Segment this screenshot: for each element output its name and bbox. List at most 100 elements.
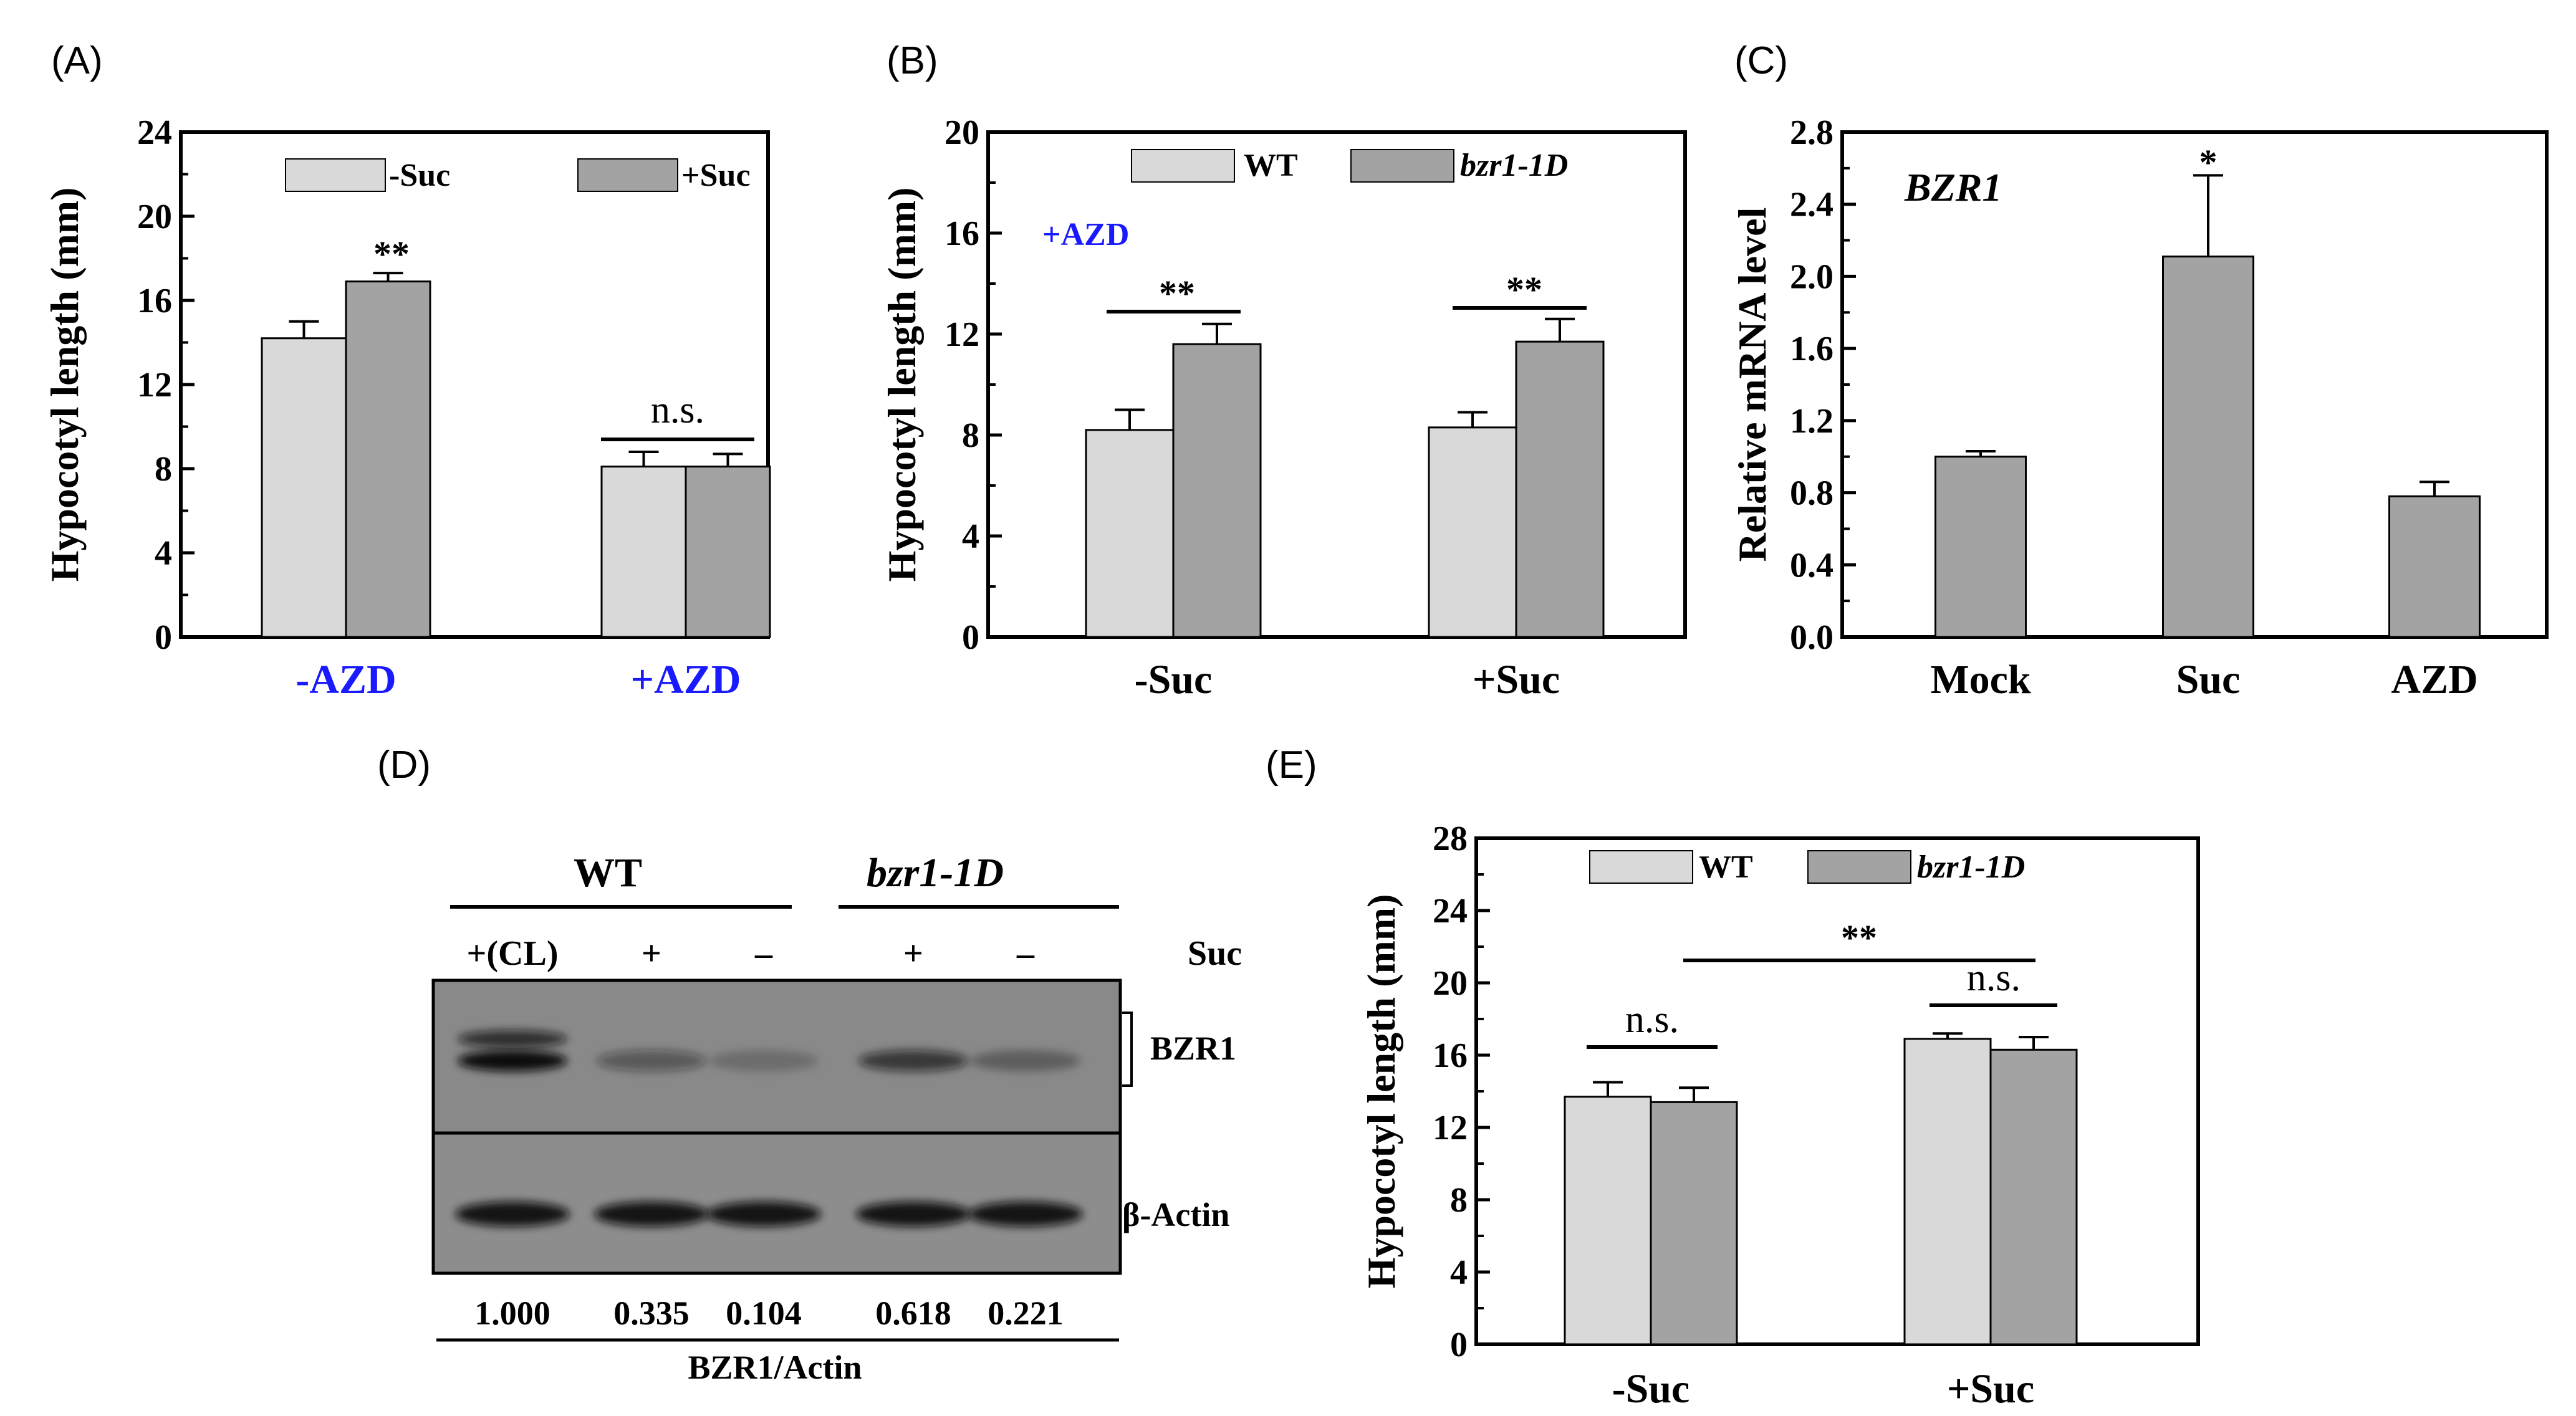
panel-e-ytick-label: 12 <box>1433 1109 1468 1147</box>
panel-b-category-label: +Suc <box>1473 657 1560 702</box>
panel-e-chart: Hypocotyl length (mm) 0 4 8 12 16 20 24 28 -Suc… <box>1359 820 2200 1412</box>
wb-group-wt: WT <box>574 850 642 896</box>
panel-b-legend-swatch-2 <box>1350 149 1454 183</box>
wb-ratio-value: 0.104 <box>726 1294 802 1332</box>
wb-band-label-actin: β-Actin <box>1122 1196 1229 1233</box>
panel-c-ytick-label: 0.8 <box>1790 474 1833 513</box>
wb-bzr1-band <box>709 1050 819 1071</box>
panel-e-ytick-label: 0 <box>1450 1326 1468 1364</box>
panel-a-legend-swatch-2 <box>577 158 678 192</box>
wb-actin-band <box>856 1202 971 1227</box>
wb-ratio-value: 0.335 <box>613 1294 690 1332</box>
panel-e-bar <box>1903 1038 1992 1346</box>
panel-c-ytick-label: 1.2 <box>1790 402 1833 441</box>
panel-c-chart: Relative mRNA level 0.0 0.4 0.8 1.2 1.6 2.0 2.… <box>1730 113 2549 702</box>
panel-label-d: (D) <box>377 744 431 787</box>
panel-c-bar <box>2388 495 2481 638</box>
panel-b-bar <box>1515 340 1605 638</box>
panel-b-legend-swatch-1 <box>1131 149 1235 183</box>
panel-e-ylabel: Hypocotyl length (mm) <box>1359 894 1403 1289</box>
panel-c-ytick-label: 2.8 <box>1790 113 1833 152</box>
panel-a-bar <box>685 466 771 638</box>
panel-b-chart: Hypocotyl length (mm) 0 4 8 12 16 20 -Suc +Suc… <box>880 113 1687 702</box>
wb-bzr1-band <box>971 1050 1080 1071</box>
panel-b-condition-label: +AZD <box>1042 217 1129 252</box>
panel-b-ytick-label: 20 <box>944 113 979 152</box>
panel-c-category-label: Mock <box>1930 657 2031 702</box>
wb-actin-band <box>706 1202 821 1227</box>
panel-b-ytick-label: 12 <box>944 315 979 354</box>
panel-a-legend-label-1: -Suc <box>389 158 450 193</box>
panel-e-bar <box>1650 1101 1738 1346</box>
panel-a-ns: n.s. <box>651 389 704 431</box>
wb-bzr1-band <box>858 1050 968 1071</box>
panel-b-bar <box>1085 429 1175 638</box>
panel-c-ytick-label: 2.0 <box>1790 257 1833 296</box>
panel-e-ytick-label: 4 <box>1450 1253 1468 1292</box>
panel-c-ytick-label: 0.0 <box>1790 618 1833 657</box>
panel-label-a: (A) <box>51 39 103 82</box>
wb-bzr1-band-upper <box>458 1030 567 1048</box>
panel-b-ylabel: Hypocotyl length (mm) <box>880 188 924 582</box>
panel-a-bar <box>261 337 347 638</box>
panel-b-legend-label-2: bzr1-1D <box>1460 148 1568 183</box>
panel-b-ytick-label: 8 <box>962 416 979 455</box>
panel-a-ytick-label: 12 <box>137 366 172 404</box>
panel-b-ytick-label: 16 <box>944 214 979 253</box>
wb-ratio-value: 0.618 <box>875 1294 951 1332</box>
wb-band-label-bzr1: BZR1 <box>1150 1030 1236 1067</box>
wb-actin-band <box>455 1202 570 1227</box>
wb-bzr1-band <box>458 1050 567 1071</box>
wb-lane-label: + <box>642 934 661 973</box>
panel-e-ytick-label: 16 <box>1433 1036 1468 1075</box>
panel-a-bar <box>600 466 687 638</box>
panel-label-b: (B) <box>887 39 938 82</box>
panel-c-bar <box>2162 256 2254 638</box>
panel-e-legend-swatch-1 <box>1589 850 1693 884</box>
wb-lane-label: – <box>1016 934 1035 973</box>
panel-e-ns-1: n.s. <box>1625 998 1679 1041</box>
panel-e-bar <box>1989 1048 2078 1346</box>
panel-e-legend-label-1: WT <box>1699 849 1753 885</box>
panel-e-ytick-label: 24 <box>1433 892 1468 930</box>
panel-a-bar <box>345 280 431 638</box>
panel-e-sig: ** <box>1841 917 1877 958</box>
panel-a-ytick-label: 20 <box>137 198 172 236</box>
panel-a-chart: Hypocotyl length (mm) 0 4 8 12 16 20 24 -AZD +A… <box>42 113 771 702</box>
wb-lane-label: – <box>754 934 773 973</box>
panel-b-category-label: -Suc <box>1135 657 1213 702</box>
panel-e-bar <box>1564 1096 1652 1346</box>
panel-a-legend-label-2: +Suc <box>681 158 751 193</box>
panel-c-gene-label: BZR1 <box>1904 165 2002 209</box>
panel-label-e: (E) <box>1266 744 1317 787</box>
panel-label-c: (C) <box>1734 39 1788 82</box>
wb-suc-label: Suc <box>1188 934 1242 973</box>
panel-a-legend-swatch-1 <box>285 158 386 192</box>
panel-c-category-label: AZD <box>2391 657 2477 702</box>
panel-e-legend-label-2: bzr1-1D <box>1917 849 2025 885</box>
panel-b-ytick-label: 4 <box>962 517 979 556</box>
wb-lane-label: + <box>903 934 923 973</box>
panel-c-bar <box>1934 456 2027 638</box>
panel-b-bar <box>1428 426 1517 638</box>
panel-a-category-label: -AZD <box>296 657 396 702</box>
panel-b-legend-label-1: WT <box>1244 148 1298 183</box>
panel-c-ylabel: Relative mRNA level <box>1730 208 1774 562</box>
panel-e-ytick-label: 28 <box>1433 820 1468 858</box>
panel-c-ytick-label: 1.6 <box>1790 330 1833 368</box>
wb-ratio-value: 0.221 <box>988 1294 1064 1332</box>
panel-d-western-blot: WT bzr1-1D +(CL) + – + – Suc BZR1 β-Actin 1.… <box>431 850 1242 1386</box>
wb-actin-band <box>968 1202 1083 1227</box>
panel-a-category-label: +AZD <box>631 657 741 702</box>
panel-a-ytick-label: 8 <box>155 450 172 489</box>
panel-e-category-label: +Suc <box>1947 1366 2034 1412</box>
panel-b-bar <box>1172 343 1262 638</box>
wb-group-bzr1-1d: bzr1-1D <box>867 850 1004 896</box>
panel-a-sig-1: ** <box>373 234 410 274</box>
panel-b-sig-1: ** <box>1159 273 1195 313</box>
panel-e-legend-swatch-2 <box>1807 850 1911 884</box>
panel-c-ytick-label: 0.4 <box>1790 546 1833 585</box>
panel-c-category-label: Suc <box>2176 657 2241 702</box>
panel-a-ytick-label: 0 <box>155 618 172 657</box>
wb-lane-label: +(CL) <box>467 934 559 973</box>
